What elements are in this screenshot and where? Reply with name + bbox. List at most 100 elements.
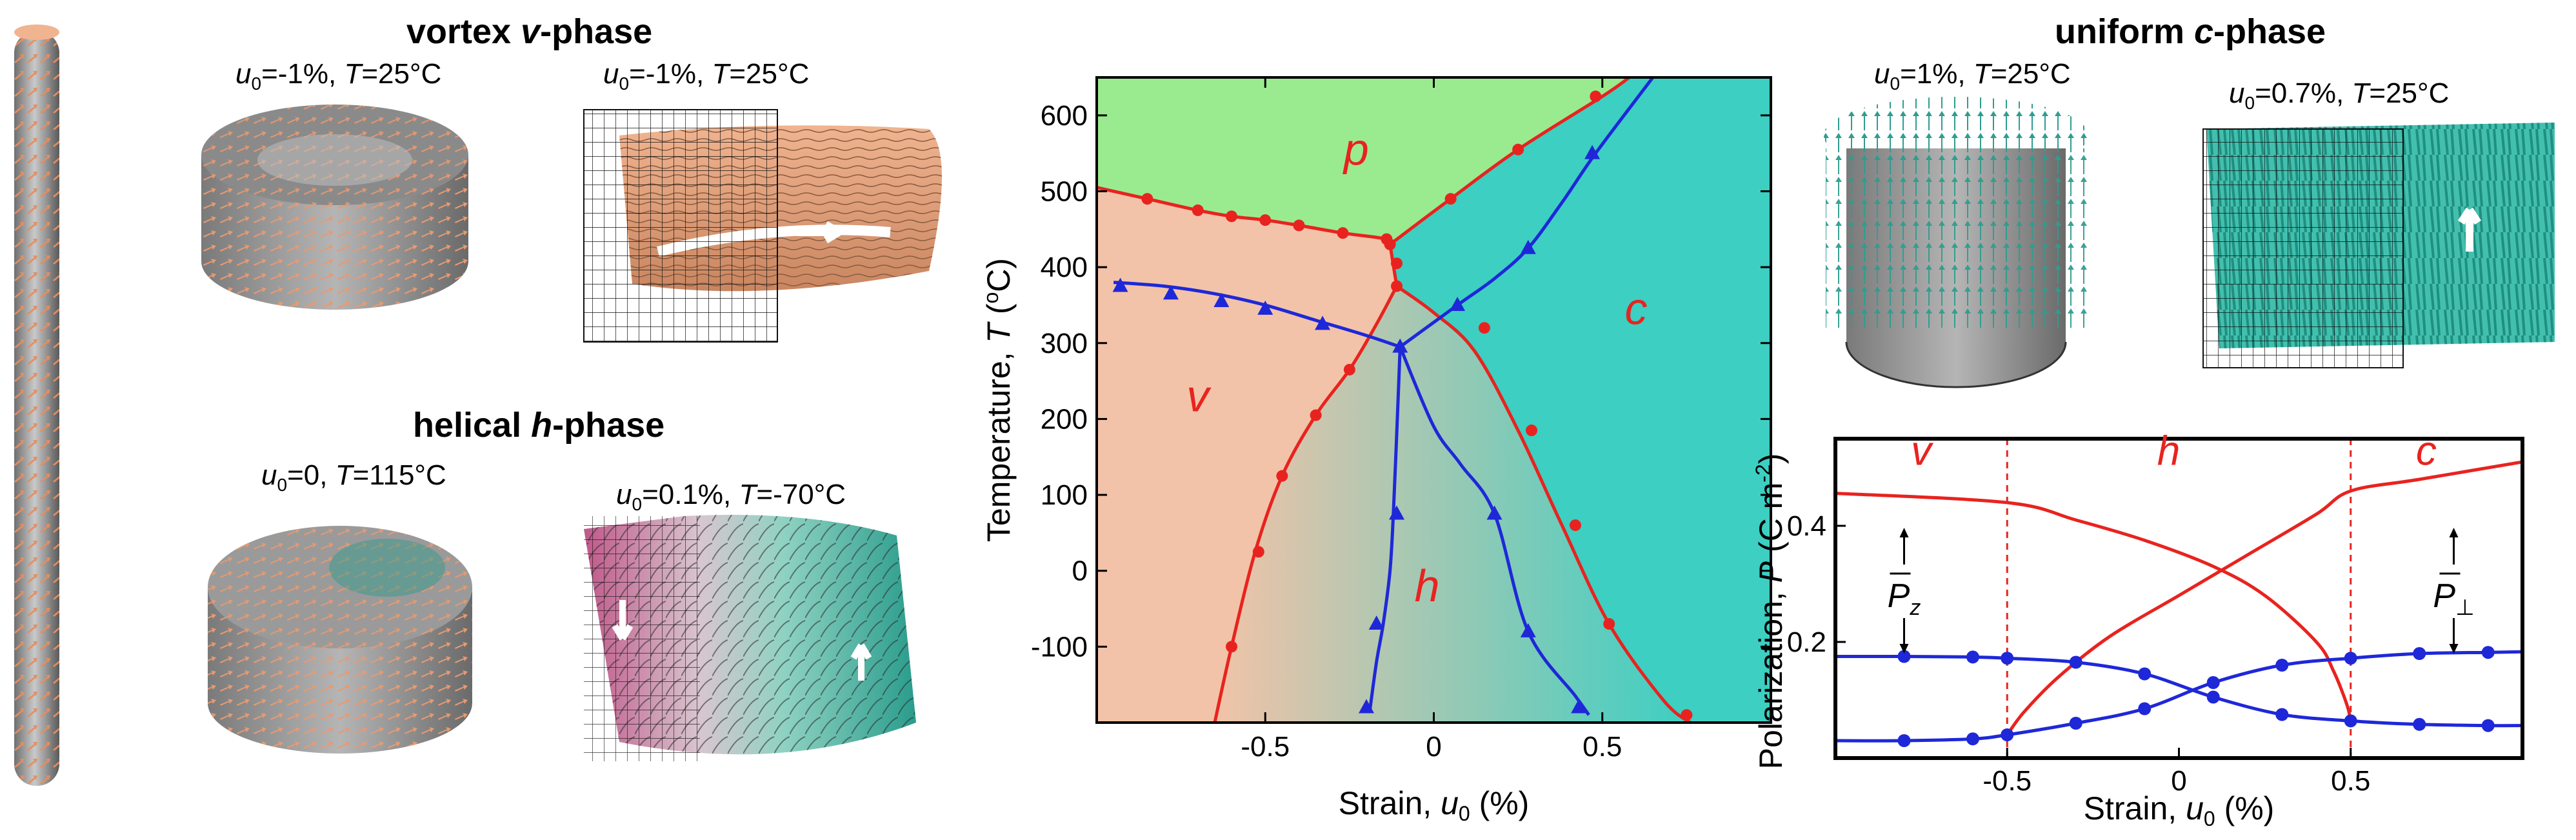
- blue-circle-marker: [2206, 676, 2220, 689]
- blue-circle-marker: [2275, 659, 2289, 672]
- temperature-symbol: T: [712, 58, 730, 90]
- blue-triangle-marker: [1520, 239, 1536, 254]
- x-label-sub: 0: [2204, 807, 2215, 830]
- strain-symbol: u: [2229, 77, 2245, 109]
- y-label-open: (: [981, 303, 1017, 323]
- red-circle-marker: [1293, 219, 1305, 232]
- temperature-value: =115°C: [352, 459, 446, 491]
- helical-right-label: u0=0.1%, T=-70°C: [616, 479, 846, 515]
- strain-subscript: 0: [277, 474, 288, 495]
- blue-circle-marker: [2001, 652, 2014, 665]
- annotation-arrowhead-up: [1899, 528, 1909, 537]
- strain-symbol: u: [261, 459, 277, 491]
- blue-circle-marker: [1897, 650, 1911, 663]
- blue-circle-marker: [2069, 655, 2082, 669]
- annotation-Pperp: P⊥: [2433, 577, 2474, 620]
- y-label-var: P: [1753, 561, 1789, 583]
- annotation-arrowhead-down: [1899, 644, 1909, 654]
- red-circle-marker: [1391, 280, 1403, 292]
- y-label-sup: -2: [1752, 464, 1775, 482]
- phase-label-p: p: [1343, 124, 1369, 174]
- red-circle-marker: [1603, 618, 1615, 630]
- blue-circle-marker: [2413, 717, 2426, 731]
- polarization-labels: v h cPz P⊥: [1888, 428, 2475, 654]
- strain-symbol: u: [616, 479, 632, 510]
- x-label-var: u: [1441, 785, 1459, 821]
- c-phase-region: [1390, 77, 1771, 723]
- temperature-value: =25°C: [729, 58, 810, 90]
- y-label-var: T: [981, 321, 1017, 343]
- blue-circle-marker: [2481, 719, 2495, 732]
- temperature-symbol: T: [1973, 58, 1991, 90]
- phase-label-v: v: [1911, 428, 1934, 474]
- temperature-value: =25°C: [361, 58, 442, 90]
- red-circle-marker: [1276, 470, 1288, 482]
- uniform-title-rest: -phase: [2213, 12, 2326, 51]
- temperature-value: =25°C: [2369, 77, 2450, 109]
- y-tick-label: -100: [1031, 631, 1088, 663]
- strain-symbol: u: [1874, 58, 1890, 90]
- blue-polarization-curve-2: [1835, 654, 2522, 728]
- strain-value: =1%,: [1900, 58, 1973, 90]
- x-tick-label: -0.5: [1241, 731, 1290, 763]
- blue-triangle-marker: [1213, 293, 1230, 308]
- phase-diagram-axes: -100 0 100 200 300 400 500 600 -0.5 0 0.5 Strain, u…: [979, 76, 1772, 825]
- y-tick-label: 200: [1041, 403, 1088, 435]
- red-circle-marker: [1192, 204, 1204, 216]
- blue-triangle-marker: [1112, 277, 1128, 292]
- x-tick-label: 0: [1426, 731, 1441, 763]
- blue-circle-marker: [2138, 667, 2152, 681]
- strain-subscript: 0: [632, 494, 643, 514]
- polarization-axes: 0.2 0.4 -0.5 0 0.5 Strain, u0 (%) Polarization…: [1752, 437, 2524, 830]
- red-circle-marker: [1337, 227, 1349, 239]
- blue-circle-marker: [2413, 647, 2426, 660]
- red-circle-marker: [1384, 238, 1396, 250]
- blue-triangle-marker: [1163, 285, 1179, 300]
- helical-cylinder-illustration: [208, 526, 472, 754]
- strain-value: =-1%,: [629, 58, 712, 90]
- vortex-title-italic: v: [521, 12, 541, 51]
- red-circle-marker: [1226, 641, 1237, 653]
- temperature-symbol: T: [344, 58, 362, 90]
- blue-triangle-marker: [1368, 615, 1384, 630]
- blue-circle-marker: [1897, 734, 1911, 747]
- red-circle-marker: [1141, 193, 1153, 205]
- strain-value: =0.1%,: [642, 479, 739, 510]
- blue-triangle-marker: [1450, 296, 1466, 311]
- red-circle-marker: [1391, 257, 1403, 270]
- h-phase-region: [1214, 286, 1690, 723]
- red-circle-marker: [1590, 90, 1602, 103]
- phase-label-c: c: [1625, 283, 1648, 334]
- uniform-left-label: u0=1%, T=25°C: [1874, 58, 2071, 94]
- temperature-symbol: T: [2351, 77, 2370, 109]
- vortex-phase-title: vortex v-phase: [406, 12, 652, 52]
- blue-triangle-marker: [1520, 623, 1536, 637]
- red-polarization-curve-0: [1835, 492, 2353, 724]
- strain-subscript: 0: [1890, 73, 1901, 94]
- blue-triangle-marker: [1571, 699, 1587, 714]
- x-axis-label: Strain, u0 (%): [2084, 790, 2275, 830]
- blue-circle-marker: [2275, 708, 2289, 721]
- strain-subscript: 0: [251, 73, 262, 94]
- annotation-base: P: [1888, 577, 1910, 615]
- uniform-cylinder-illustration: [1824, 97, 2088, 388]
- blue-circle-marker: [2138, 702, 2152, 715]
- annotation-arrowhead-down: [2449, 644, 2459, 654]
- temperature-value: =-70°C: [756, 479, 846, 510]
- y-label-text: Polarization,: [1753, 583, 1789, 769]
- phase-label-v: v: [1186, 371, 1212, 421]
- annotation-sub: z: [1909, 595, 1921, 620]
- blue-circle-marker: [2481, 646, 2495, 659]
- blue-circle-marker: [1966, 650, 1979, 664]
- strain-subscript: 0: [619, 73, 630, 94]
- phase-region-labels: p v c h: [1186, 124, 1647, 610]
- blue-circle-marker: [1966, 732, 1979, 746]
- strain-value: =0,: [287, 459, 335, 491]
- blue-triangle-marker: [1389, 505, 1405, 520]
- blue-boundary-line-7: [1368, 346, 1402, 712]
- x-label-sub: 0: [1459, 802, 1470, 825]
- vortex-title-bold: vortex: [406, 12, 521, 51]
- strain-subscript: 0: [2244, 92, 2255, 113]
- red-circle-marker: [1343, 363, 1355, 375]
